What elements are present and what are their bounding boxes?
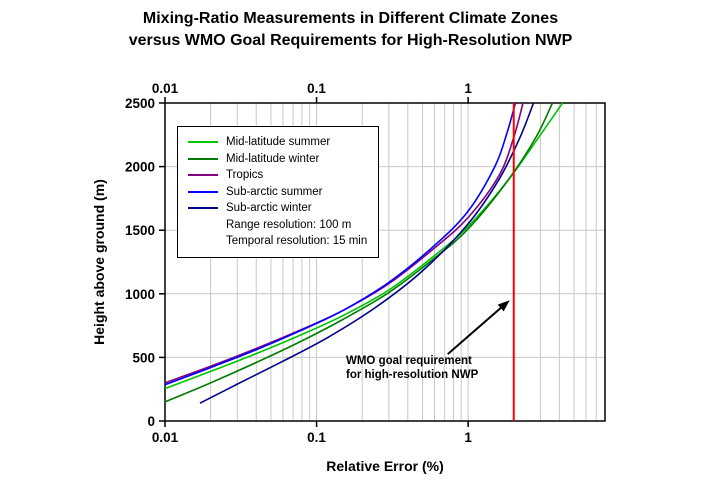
wmo-annotation: WMO goal requirement for high-resolution… xyxy=(346,354,478,382)
x-tick-label: 0.1 xyxy=(307,430,326,445)
chart-title-line2: versus WMO Goal Requirements for High-Re… xyxy=(128,32,573,49)
legend-item-sub-arctic-summer: Sub-arctic summer xyxy=(188,184,367,201)
series-line-mid-latitude-winter xyxy=(164,102,554,403)
legend-label: Mid-latitude winter xyxy=(226,152,320,165)
legend-line-sample xyxy=(188,141,218,144)
legend-item-mid-latitude-summer: Mid-latitude summer xyxy=(188,134,367,151)
x-tick-label-top: 0.01 xyxy=(152,81,179,96)
legend-line-sample xyxy=(188,207,218,210)
y-tick-label: 1000 xyxy=(125,287,155,302)
series-line-sub-arctic-summer xyxy=(164,102,517,386)
plot-frame xyxy=(164,102,606,422)
legend-item-sub-arctic-winter: Sub-arctic winter xyxy=(188,200,367,217)
legend-note: Temporal resolution: 15 min xyxy=(226,235,368,247)
series-line-tropics xyxy=(164,102,524,384)
y-axis-label: Height above ground (m) xyxy=(91,179,107,345)
legend-line-sample xyxy=(188,174,218,177)
x-tick-label: 0.01 xyxy=(152,430,179,445)
y-tick-label: 2500 xyxy=(125,96,155,111)
y-tick-label: 500 xyxy=(132,350,155,365)
x-tick-label: 1 xyxy=(464,430,472,445)
wmo-annotation-line2: for high-resolution NWP xyxy=(346,369,479,381)
chart-title: Mixing-Ratio Measurements in Different C… xyxy=(0,8,701,52)
legend-note: Range resolution: 100 m xyxy=(226,218,352,231)
series-line-sub-arctic-winter xyxy=(199,102,535,404)
legend-label: Mid-latitude summer xyxy=(226,136,331,148)
legend-line-sample xyxy=(188,157,218,160)
chart-title-line1: Mixing-Ratio Measurements in Different C… xyxy=(142,10,559,27)
legend-item-mid-latitude-winter: Mid-latitude winter xyxy=(188,151,367,168)
annotation-arrow-shaft xyxy=(447,307,502,355)
legend-label: Sub-arctic winter xyxy=(226,202,312,214)
legend-line-sample xyxy=(188,190,218,193)
wmo-annotation-line1: WMO goal requirement xyxy=(346,355,472,367)
x-axis-label: Relative Error (%) xyxy=(326,458,444,474)
y-tick-label: 0 xyxy=(147,414,155,429)
annotation-arrow-head xyxy=(497,300,510,312)
legend-item-tropics: Tropics xyxy=(188,167,367,184)
legend: Mid-latitude summer Mid-latitude winter Tr… xyxy=(177,126,380,258)
legend-label: Sub-arctic summer xyxy=(226,185,323,198)
y-tick-label: 1500 xyxy=(125,223,155,238)
x-tick-label-top: 0.1 xyxy=(307,81,326,96)
x-tick-label-top: 1 xyxy=(464,81,472,96)
legend-label: Tropics xyxy=(226,169,264,181)
y-tick-label: 2000 xyxy=(125,160,155,175)
